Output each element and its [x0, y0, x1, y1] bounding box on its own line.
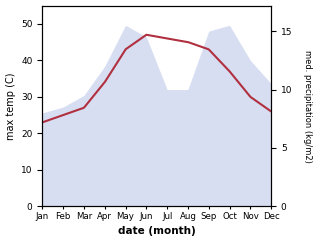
Y-axis label: med. precipitation (kg/m2): med. precipitation (kg/m2): [303, 50, 313, 162]
X-axis label: date (month): date (month): [118, 227, 196, 236]
Y-axis label: max temp (C): max temp (C): [5, 72, 16, 140]
